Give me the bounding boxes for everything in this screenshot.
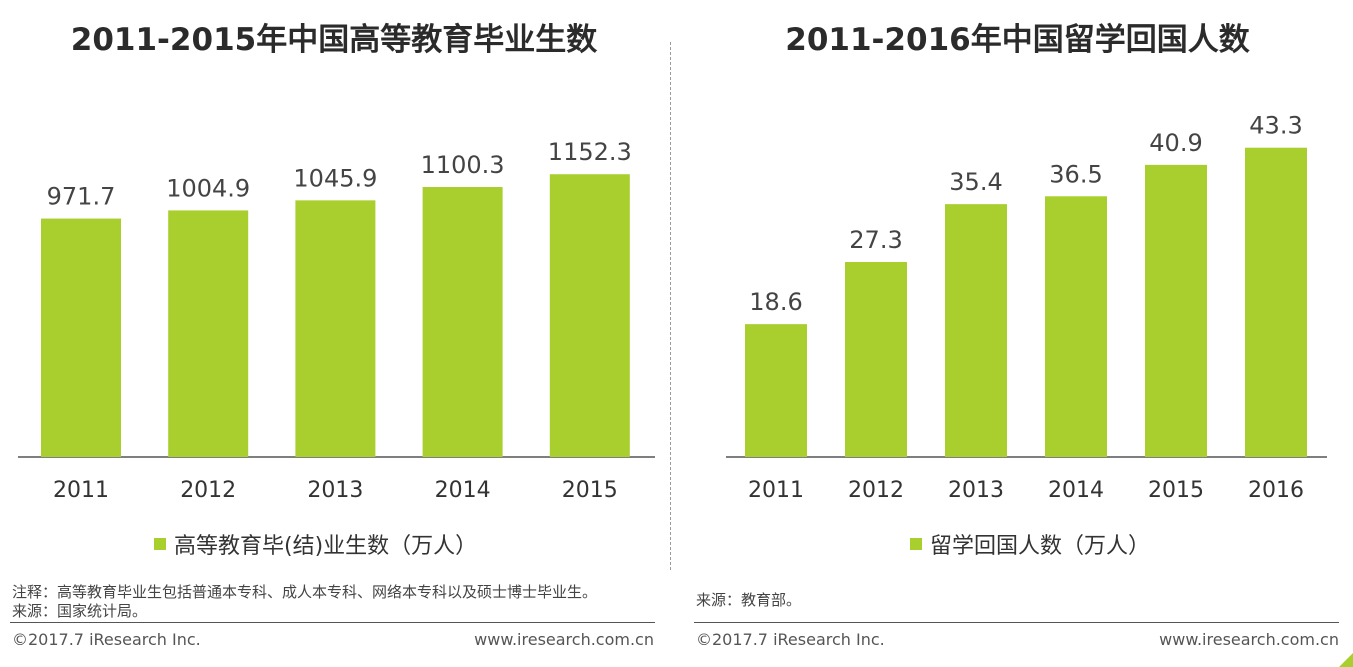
right-data-label-2014: 36.5 <box>1049 160 1102 188</box>
corner-accent <box>1339 653 1353 667</box>
right-source: 来源：教育部。 <box>696 591 802 609</box>
left-footer-rule <box>10 622 655 623</box>
left-chart-panel: 2011-2015年中国高等教育毕业生数 971.7 2011 1004.9 2012… <box>0 0 668 667</box>
left-data-label-2011: 971.7 <box>47 183 116 211</box>
left-note: 注释：高等教育毕业生包括普通本专科、成人本专科、网络本专科以及硕士博士毕业生。 <box>12 583 598 601</box>
left-tick-label-2015: 2015 <box>562 478 618 503</box>
left-legend: 高等教育毕(结)业生数（万人） <box>154 528 477 560</box>
left-tick-label-2014: 2014 <box>435 478 491 503</box>
right-legend: 留学回国人数（万人） <box>910 528 1150 560</box>
right-bar-2012 <box>845 262 907 457</box>
right-bar-2011 <box>745 324 807 457</box>
right-data-label-2012: 27.3 <box>849 226 902 254</box>
left-tick-label-2011: 2011 <box>53 478 109 503</box>
left-chart-title: 2011-2015年中国高等教育毕业生数 <box>70 22 598 58</box>
left-bar-2012 <box>168 210 249 457</box>
right-bar-chart: 18.6 2011 27.3 2012 35.4 2013 36.5 2014 40.9 2015… <box>726 112 1327 503</box>
left-data-label-2015: 1152.3 <box>548 138 632 166</box>
right-bar-2013 <box>945 204 1007 457</box>
left-data-label-2014: 1100.3 <box>421 151 505 179</box>
left-source: 来源：国家统计局。 <box>12 602 148 620</box>
right-legend-label: 留学回国人数（万人） <box>930 534 1151 559</box>
right-bar-2016 <box>1245 147 1307 457</box>
left-bar-2015 <box>549 174 630 458</box>
left-bar-chart: 971.7 2011 1004.9 2012 1045.9 2013 1100.3 2014 1… <box>18 138 655 503</box>
left-bar-2011 <box>41 218 121 457</box>
right-footer-rule <box>694 622 1339 623</box>
left-copyright: ©2017.7 iResearch Inc. <box>12 630 201 649</box>
left-tick-label-2012: 2012 <box>180 478 236 503</box>
left-website[interactable]: www.iresearch.com.cn <box>474 630 654 649</box>
right-tick-label-2011: 2011 <box>748 478 804 503</box>
left-tick-label-2013: 2013 <box>307 478 363 503</box>
left-data-label-2012: 1004.9 <box>166 174 250 202</box>
left-bar-2013 <box>295 200 376 457</box>
right-chart-title: 2011-2016年中国留学回国人数 <box>785 22 1250 58</box>
right-data-label-2013: 35.4 <box>949 168 1002 196</box>
legend-swatch <box>910 538 922 550</box>
left-legend-label: 高等教育毕(结)业生数（万人） <box>174 534 478 559</box>
right-tick-label-2015: 2015 <box>1148 478 1204 503</box>
right-tick-label-2016: 2016 <box>1248 478 1304 503</box>
right-data-label-2016: 43.3 <box>1249 112 1302 140</box>
right-tick-label-2013: 2013 <box>948 478 1004 503</box>
panel-divider <box>670 42 671 570</box>
right-bar-2015 <box>1145 164 1207 457</box>
right-copyright: ©2017.7 iResearch Inc. <box>696 630 885 649</box>
right-chart-panel: 2011-2016年中国留学回国人数 18.6 2011 27.3 2012 35.4 2… <box>682 0 1353 667</box>
right-bar-2014 <box>1045 196 1107 458</box>
right-website[interactable]: www.iresearch.com.cn <box>1159 630 1339 649</box>
right-data-label-2011: 18.6 <box>749 288 802 316</box>
left-bar-2014 <box>422 187 503 458</box>
right-tick-label-2014: 2014 <box>1048 478 1104 503</box>
right-tick-label-2012: 2012 <box>848 478 904 503</box>
left-data-label-2013: 1045.9 <box>293 164 377 192</box>
right-data-label-2015: 40.9 <box>1149 129 1202 157</box>
legend-swatch <box>154 538 166 550</box>
